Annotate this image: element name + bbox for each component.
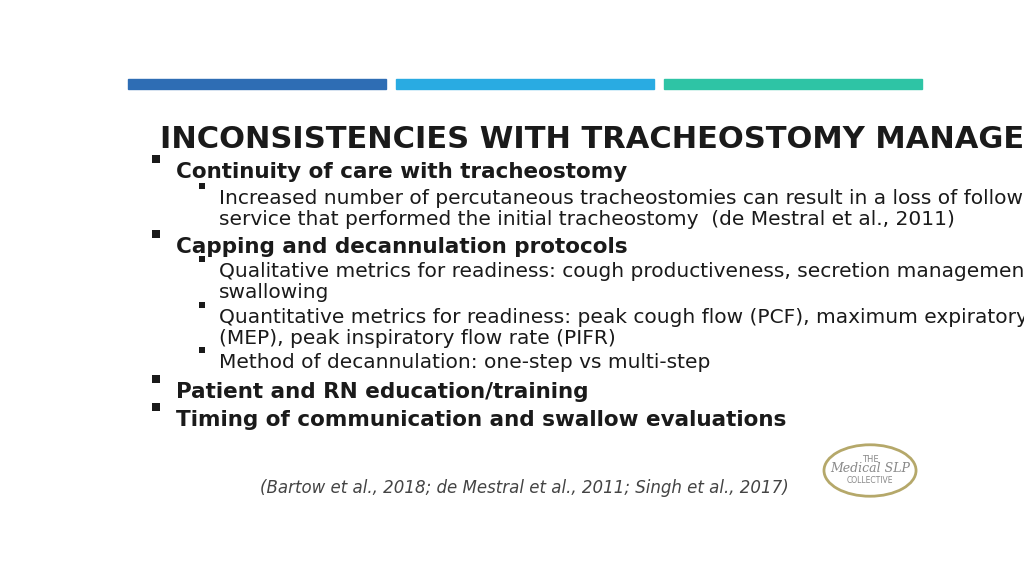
Bar xyxy=(396,79,653,89)
Text: Patient and RN education/training: Patient and RN education/training xyxy=(176,382,588,402)
Text: INCONSISTENCIES WITH TRACHEOSTOMY MANAGEMENT: INCONSISTENCIES WITH TRACHEOSTOMY MANAGE… xyxy=(160,124,1024,154)
Text: swallowing: swallowing xyxy=(219,283,330,302)
Bar xyxy=(664,79,922,89)
Text: service that performed the initial tracheostomy  (de Mestral et al., 2011): service that performed the initial trach… xyxy=(219,210,955,229)
Text: Quantitative metrics for readiness: peak cough flow (PCF), maximum expiratory pr: Quantitative metrics for readiness: peak… xyxy=(219,308,1024,327)
Text: Continuity of care with tracheostomy: Continuity of care with tracheostomy xyxy=(176,162,627,182)
Bar xyxy=(128,79,386,89)
Text: Timing of communication and swallow evaluations: Timing of communication and swallow eval… xyxy=(176,410,786,430)
Text: Medical SLP: Medical SLP xyxy=(830,462,910,475)
Text: Qualitative metrics for readiness: cough productiveness, secretion management,: Qualitative metrics for readiness: cough… xyxy=(219,262,1024,281)
Text: THE: THE xyxy=(862,455,879,464)
Text: (Bartow et al., 2018; de Mestral et al., 2011; Singh et al., 2017): (Bartow et al., 2018; de Mestral et al.,… xyxy=(260,479,790,497)
Text: COLLECTIVE: COLLECTIVE xyxy=(847,476,893,485)
Text: Capping and decannulation protocols: Capping and decannulation protocols xyxy=(176,237,628,257)
Text: Method of decannulation: one-step vs multi-step: Method of decannulation: one-step vs mul… xyxy=(219,353,711,372)
Text: Increased number of percutaneous tracheostomies can result in a loss of follow u: Increased number of percutaneous tracheo… xyxy=(219,189,1024,208)
Text: (MEP), peak inspiratory flow rate (PIFR): (MEP), peak inspiratory flow rate (PIFR) xyxy=(219,329,616,348)
